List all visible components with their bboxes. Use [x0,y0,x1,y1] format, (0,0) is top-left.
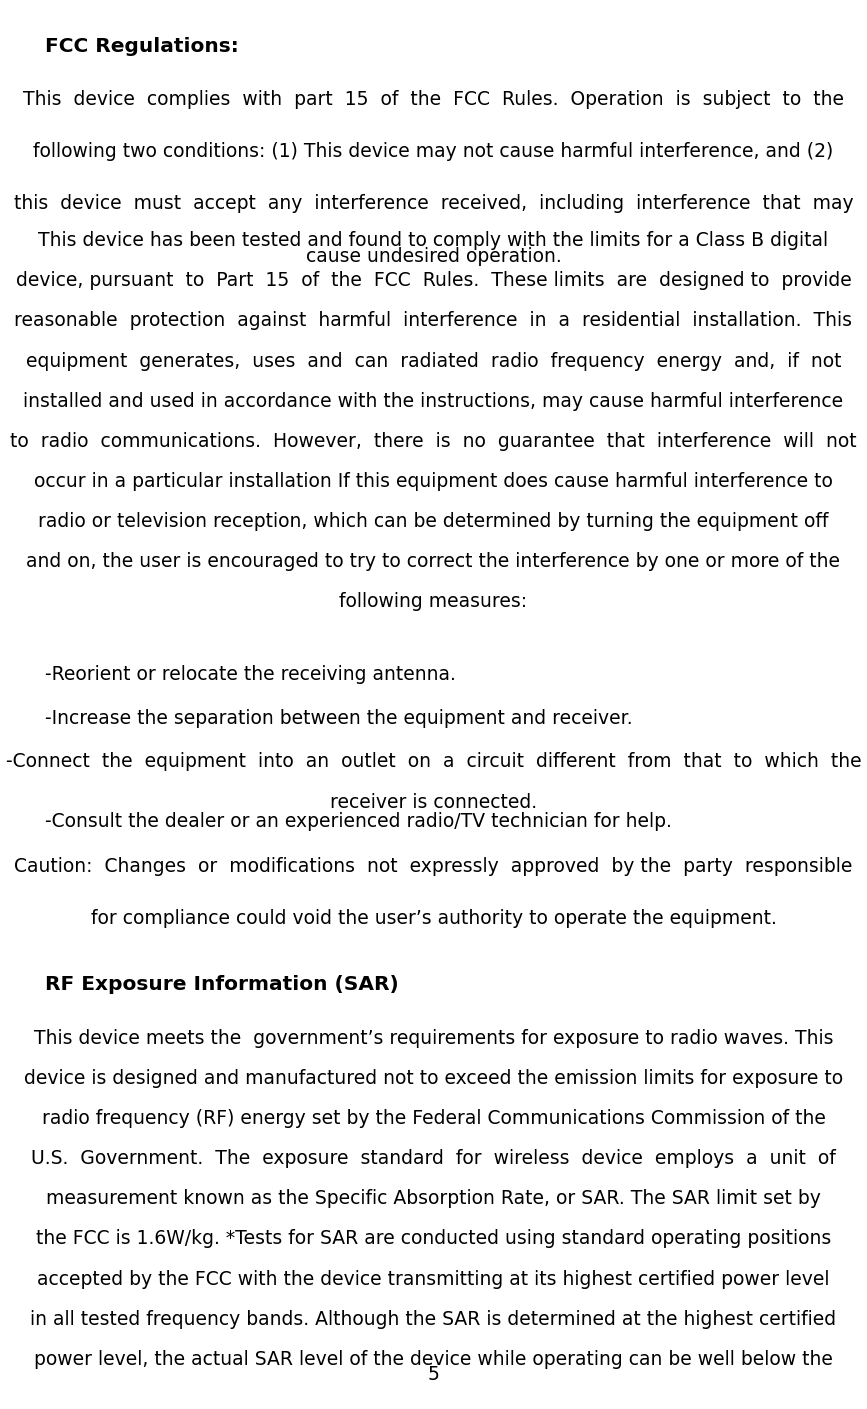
Text: This device meets the  government’s requirements for exposure to radio waves. Th: This device meets the government’s requi… [34,1029,833,1047]
Text: -Consult the dealer or an experienced radio/TV technician for help.: -Consult the dealer or an experienced ra… [45,812,672,830]
Text: this  device  must  accept  any  interference  received,  including  interferenc: this device must accept any interference… [14,194,853,213]
Text: -Connect  the  equipment  into  an  outlet  on  a  circuit  different  from  tha: -Connect the equipment into an outlet on… [6,752,861,771]
Text: device, pursuant  to  Part  15  of  the  FCC  Rules.  These limits  are  designe: device, pursuant to Part 15 of the FCC R… [16,271,851,290]
Text: to  radio  communications.  However,  there  is  no  guarantee  that  interferen: to radio communications. However, there … [10,431,857,451]
Text: radio frequency (RF) energy set by the Federal Communications Commission of the: radio frequency (RF) energy set by the F… [42,1109,825,1127]
Text: measurement known as the Specific Absorption Rate, or SAR. The SAR limit set by: measurement known as the Specific Absorp… [46,1189,821,1208]
Text: 5: 5 [427,1365,440,1384]
Text: -Increase the separation between the equipment and receiver.: -Increase the separation between the equ… [45,709,633,727]
Text: device is designed and manufactured not to exceed the emission limits for exposu: device is designed and manufactured not … [24,1068,843,1088]
Text: FCC Regulations:: FCC Regulations: [45,37,238,55]
Text: installed and used in accordance with the instructions, may cause harmful interf: installed and used in accordance with th… [23,392,844,410]
Text: -Reorient or relocate the receiving antenna.: -Reorient or relocate the receiving ante… [45,665,456,683]
Text: RF Exposure Information (SAR): RF Exposure Information (SAR) [45,975,399,993]
Text: Caution:  Changes  or  modifications  not  expressly  approved  by the  party  r: Caution: Changes or modifications not ex… [15,857,852,875]
Text: This device has been tested and found to comply with the limits for a Class B di: This device has been tested and found to… [38,231,829,249]
Text: in all tested frequency bands. Although the SAR is determined at the highest cer: in all tested frequency bands. Although … [30,1310,837,1329]
Text: cause undesired operation.: cause undesired operation. [306,247,561,265]
Text: power level, the actual SAR level of the device while operating can be well belo: power level, the actual SAR level of the… [34,1350,833,1368]
Text: radio or television reception, which can be determined by turning the equipment : radio or television reception, which can… [38,513,829,531]
Text: following measures:: following measures: [340,593,527,612]
Text: This  device  complies  with  part  15  of  the  FCC  Rules.  Operation  is  sub: This device complies with part 15 of the… [23,90,844,108]
Text: for compliance could void the user’s authority to operate the equipment.: for compliance could void the user’s aut… [90,909,777,927]
Text: and on, the user is encouraged to try to correct the interference by one or more: and on, the user is encouraged to try to… [27,552,840,571]
Text: U.S.  Government.  The  exposure  standard  for  wireless  device  employs  a  u: U.S. Government. The exposure standard f… [31,1150,836,1168]
Text: accepted by the FCC with the device transmitting at its highest certified power : accepted by the FCC with the device tran… [37,1270,830,1288]
Text: occur in a particular installation If this equipment does cause harmful interfer: occur in a particular installation If th… [34,472,833,490]
Text: reasonable  protection  against  harmful  interference  in  a  residential  inst: reasonable protection against harmful in… [15,311,852,330]
Text: the FCC is 1.6W/kg. *Tests for SAR are conducted using standard operating positi: the FCC is 1.6W/kg. *Tests for SAR are c… [36,1229,831,1248]
Text: receiver is connected.: receiver is connected. [330,792,537,812]
Text: following two conditions: (1) This device may not cause harmful interference, an: following two conditions: (1) This devic… [33,142,834,161]
Text: equipment  generates,  uses  and  can  radiated  radio  frequency  energy  and, : equipment generates, uses and can radiat… [26,352,841,371]
